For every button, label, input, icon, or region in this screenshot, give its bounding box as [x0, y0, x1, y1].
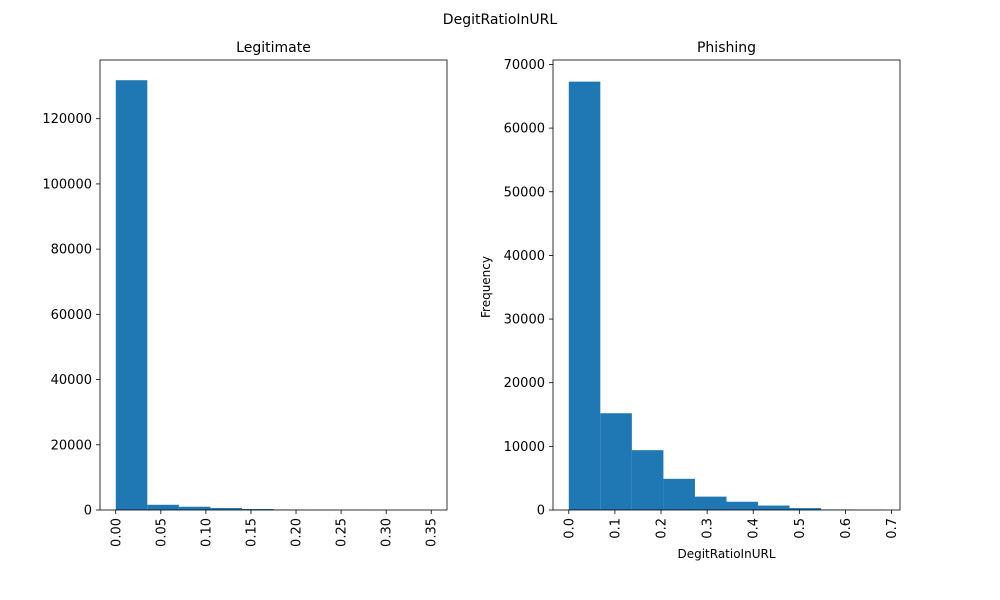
x-tick-label: 0.5 — [793, 518, 808, 539]
y-tick-label: 50000 — [504, 185, 545, 200]
x-tick-label: 0.4 — [747, 518, 762, 539]
bars-legitimate — [115, 80, 432, 510]
x-tick-label: 0.35 — [425, 518, 440, 547]
x-axis-label-phishing: DegitRatioInURL — [677, 547, 775, 561]
bars-phishing — [568, 81, 885, 510]
x-tick-label: 0.15 — [244, 518, 259, 547]
plot-frame-phishing — [552, 59, 901, 511]
y-tick-label: 40000 — [504, 249, 545, 264]
x-tick-label: 0.30 — [380, 518, 395, 547]
subplot-legitimate: Legitimate 0 20000 40000 60000 80000 100000 12… — [42, 40, 448, 547]
histogram-bar-phishing — [758, 505, 790, 510]
y-tick-label: 0 — [537, 504, 545, 519]
histogram-bar-phishing — [600, 413, 632, 510]
y-axis-label-phishing: Frequency — [479, 256, 493, 318]
figure-suptitle: DegitRatioInURL — [443, 12, 558, 28]
x-tick-label: 0.3 — [701, 518, 716, 539]
y-tick-label: 60000 — [504, 122, 545, 137]
x-tick-label: 0.05 — [154, 518, 169, 547]
histogram-bar-phishing — [726, 501, 759, 510]
x-tick-label: 0.1 — [608, 518, 623, 539]
histogram-bar-phishing — [789, 508, 822, 510]
y-tick-label: 60000 — [51, 308, 92, 323]
subplot-phishing: Phishing 0 10000 20000 30000 40000 50000 60000… — [479, 40, 901, 561]
plot-frame-legitimate — [99, 59, 448, 511]
histogram-bar-phishing — [568, 81, 601, 510]
histogram-bar-phishing — [631, 450, 664, 510]
x-tick-label: 0.7 — [885, 518, 900, 539]
x-tick-label: 0.6 — [839, 518, 854, 539]
y-tick-label: 10000 — [504, 440, 545, 455]
x-tick-label: 0.20 — [290, 518, 305, 547]
histogram-bar-legitimate — [241, 509, 274, 510]
x-tick-label: 0.10 — [199, 518, 214, 547]
histogram-bar-legitimate — [178, 506, 211, 510]
x-tick-label: 0.0 — [562, 518, 577, 539]
histogram-bar-legitimate — [115, 80, 148, 510]
y-tick-label: 0 — [84, 504, 92, 519]
y-tick-label: 70000 — [504, 58, 545, 73]
y-tick-label: 40000 — [51, 373, 92, 388]
y-tick-label: 120000 — [42, 112, 92, 127]
x-tick-label: 0.2 — [655, 518, 670, 539]
histogram-bar-legitimate — [210, 508, 242, 510]
y-tick-label: 80000 — [51, 243, 92, 258]
histogram-bar-phishing — [694, 496, 727, 510]
axes-phishing: 0 10000 20000 30000 40000 50000 60000 70000 0.0 0… — [504, 58, 901, 539]
y-tick-label: 100000 — [42, 177, 92, 192]
y-tick-label: 20000 — [51, 438, 92, 453]
y-tick-label: 30000 — [504, 313, 545, 328]
x-tick-label: 0.25 — [335, 518, 350, 547]
x-tick-label: 0.00 — [109, 518, 124, 547]
subplot-title-phishing: Phishing — [697, 40, 756, 56]
histogram-bar-phishing — [663, 478, 695, 510]
axes-legitimate: 0 20000 40000 60000 80000 100000 120000 0.00 0.0… — [42, 59, 448, 547]
y-tick-label: 20000 — [504, 376, 545, 391]
histogram-bar-legitimate — [147, 504, 179, 510]
subplot-title-legitimate: Legitimate — [236, 40, 311, 56]
